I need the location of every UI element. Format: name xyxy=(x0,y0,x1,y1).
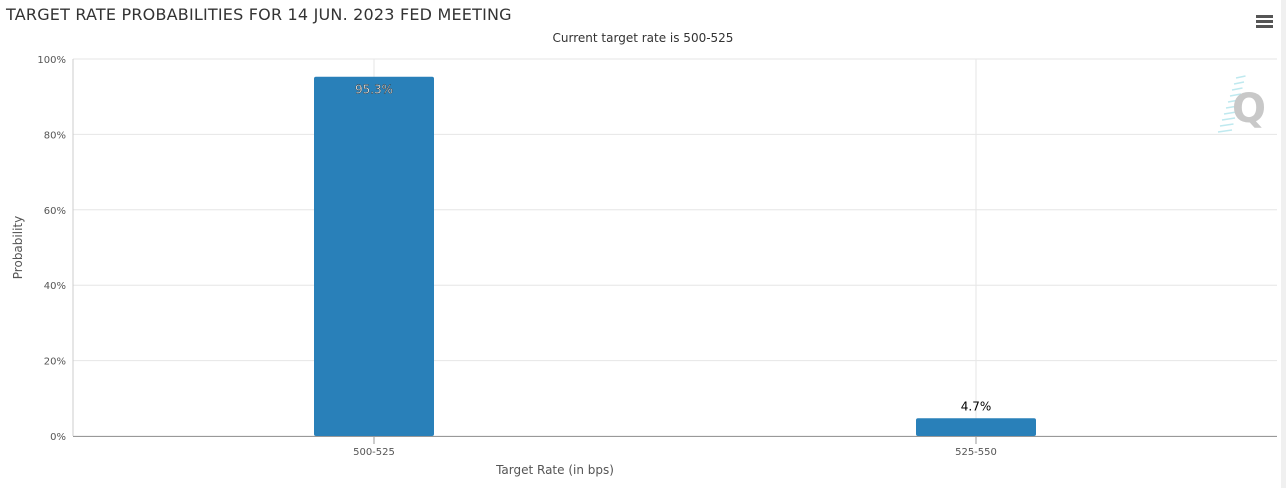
y-tick-label: 80% xyxy=(44,130,66,141)
y-tick-label: 40% xyxy=(44,281,66,292)
data-label: 95.3% xyxy=(355,83,393,97)
hamburger-menu-icon[interactable] xyxy=(1256,15,1273,29)
y-tick-label: 20% xyxy=(44,357,66,368)
watermark-stripe xyxy=(1219,123,1234,127)
y-tick-label: 0% xyxy=(50,432,66,443)
chart-title: TARGET RATE PROBABILITIES FOR 14 JUN. 20… xyxy=(6,5,512,24)
x-axis-title: Target Rate (in bps) xyxy=(495,463,614,477)
data-label: 4.7% xyxy=(961,399,992,413)
y-axis-title: Probability xyxy=(11,216,25,279)
chart-subtitle: Current target rate is 500-525 xyxy=(552,31,734,45)
watermark-stripe xyxy=(1225,105,1239,109)
watermark-logo: Q xyxy=(1232,86,1266,132)
watermark-stripe xyxy=(1223,111,1237,115)
watermark-stripe xyxy=(1231,87,1243,91)
x-tick-label: 500-525 xyxy=(353,447,395,458)
bar-525-550 xyxy=(916,418,1036,436)
x-tick-label: 525-550 xyxy=(955,447,997,458)
watermark-stripe xyxy=(1233,81,1245,85)
watermark-stripe xyxy=(1235,75,1246,79)
watermark-stripe xyxy=(1217,129,1233,133)
watermark-stripe xyxy=(1229,93,1242,97)
y-tick-label: 60% xyxy=(44,206,66,217)
bar-500-525 xyxy=(314,76,434,437)
scrollbar-edge xyxy=(1281,0,1286,488)
watermark-stripe xyxy=(1221,117,1236,121)
watermark-stripe xyxy=(1227,99,1240,103)
y-tick-label: 100% xyxy=(37,55,66,66)
